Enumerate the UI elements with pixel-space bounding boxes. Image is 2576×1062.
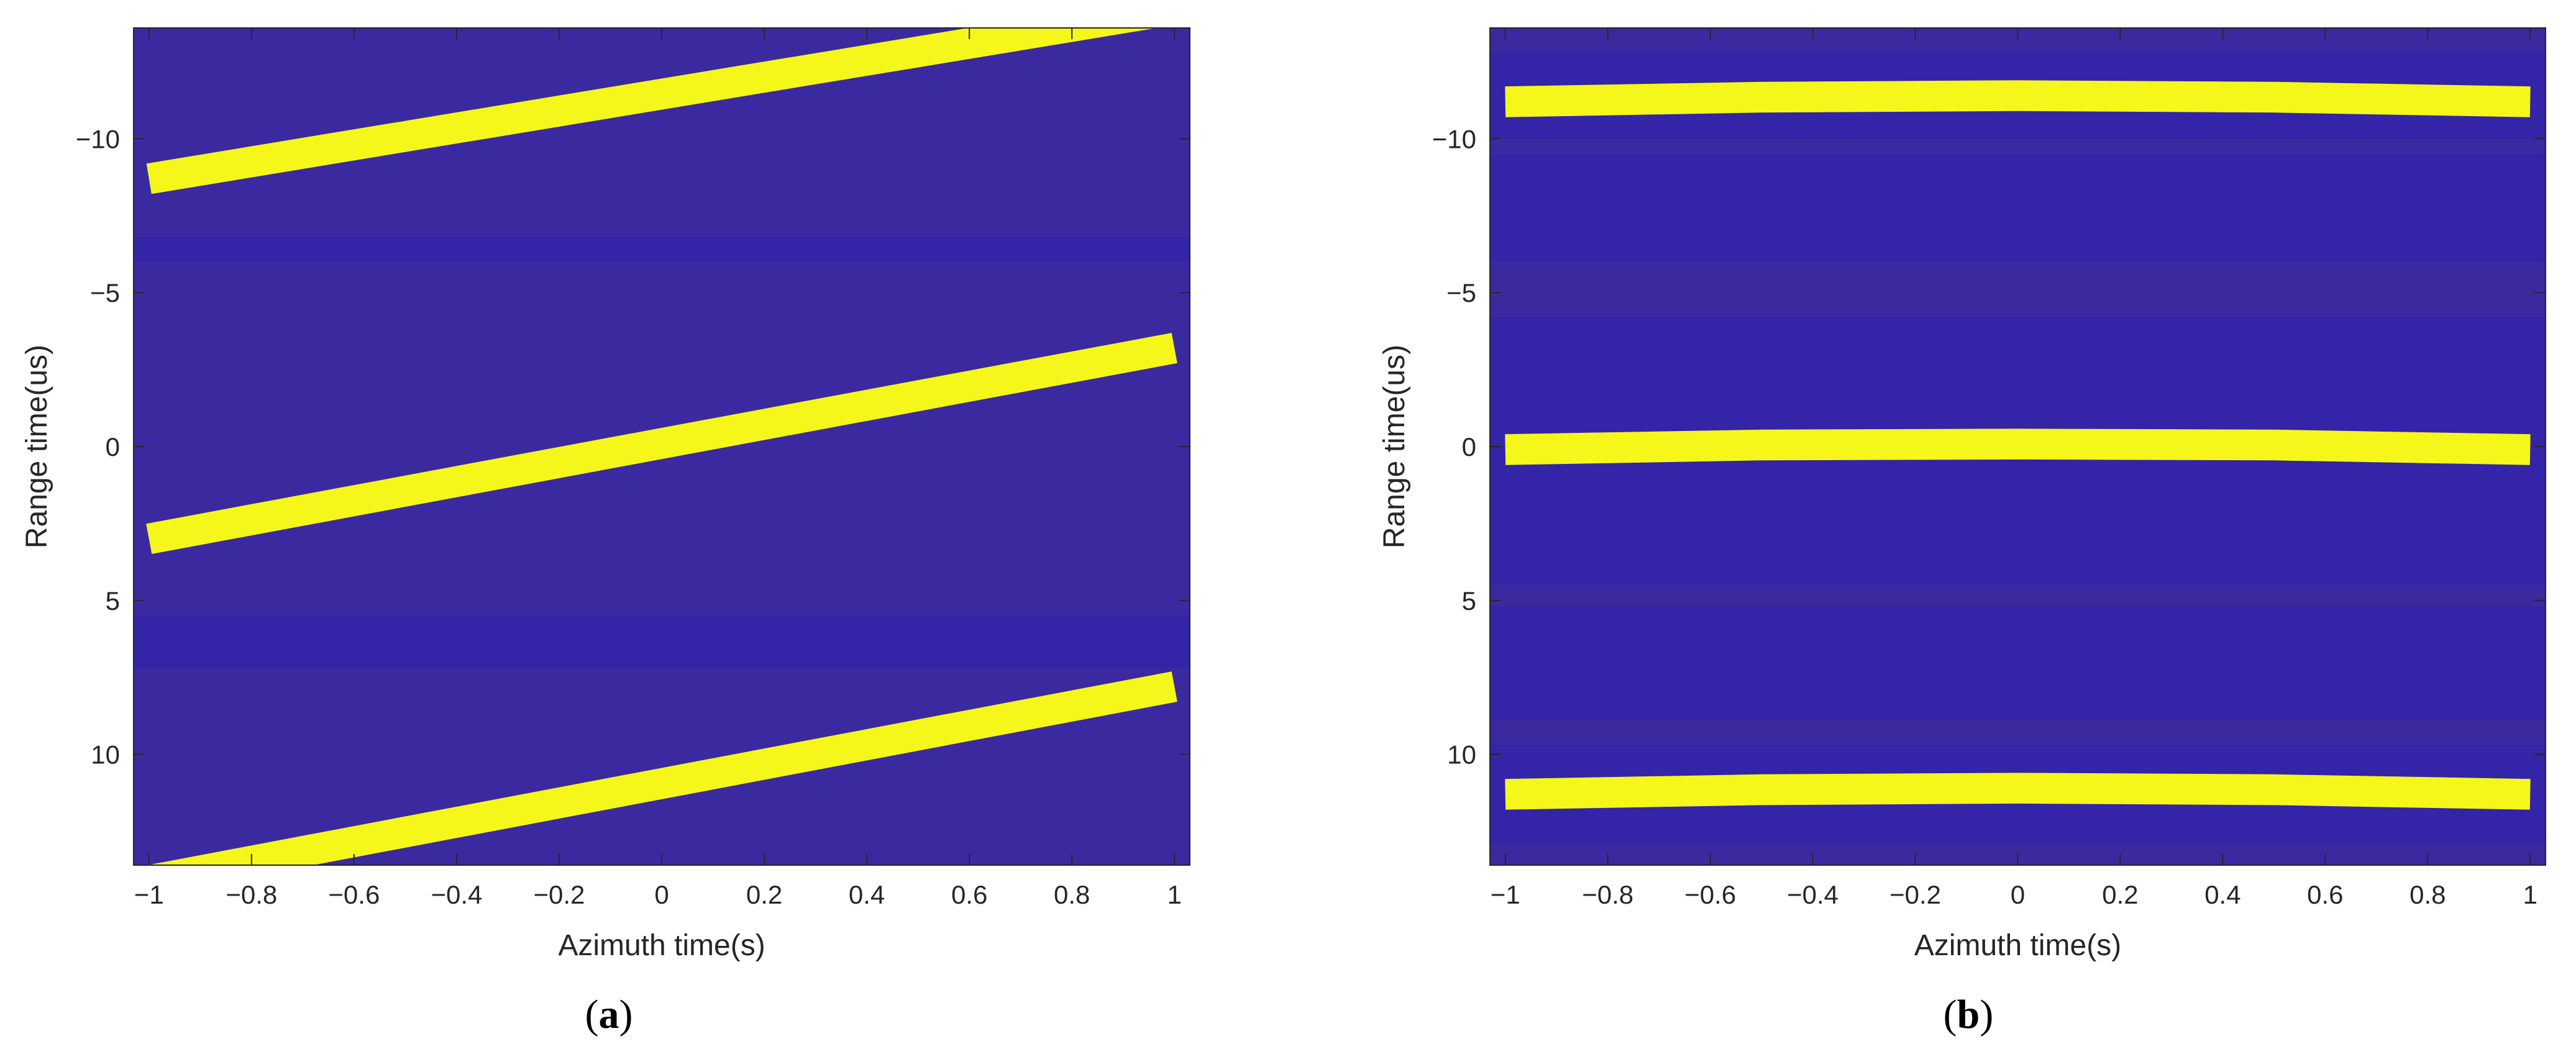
panel-a-plot-content: [134, 28, 1190, 865]
panel-b-trace-0: [1505, 80, 2531, 117]
panel-b-ytick-label-4: 10: [1447, 740, 1476, 769]
panel-b-band-2: [1490, 261, 2546, 317]
panel-a-ytick-label-3: 5: [106, 586, 120, 615]
panel-a-trace-1: [146, 333, 1177, 555]
panel-a-band-1: [134, 615, 1190, 668]
panel-b-ytick-label-3: 5: [1462, 586, 1476, 615]
panel-a-ytick-label-0: −10: [76, 124, 120, 153]
panel-a-xtick-label-10: 1: [1167, 880, 1182, 909]
chart-panel-b: −1 −0.8 −0.6 −0.4 −0.2 0 0.2 0.4 0.6 0.8 1 −10 −5 0 5 1…: [1378, 27, 2546, 1037]
panel-b-xtick-label-0: −1: [1491, 880, 1520, 909]
panel-b-band-4: [1490, 720, 2546, 745]
panel-a-xtick-label-6: 0.2: [746, 880, 782, 909]
panel-b-xtick-label-9: 0.8: [2409, 880, 2446, 909]
panel-b-trace-2: [1505, 773, 2531, 810]
panel-b-xlabel: Azimuth time(s): [1914, 929, 2121, 962]
panel-a-xtick-label-1: −0.8: [226, 880, 277, 909]
panel-b-plot-content: [1490, 28, 2546, 865]
panel-a-trace-2: [147, 671, 1177, 865]
panel-a-xtick-label-0: −1: [134, 880, 164, 909]
panel-b-xtick-label-2: −0.6: [1684, 880, 1736, 909]
panel-b-xtick-label-4: −0.2: [1889, 880, 1941, 909]
panel-b-ylabel: Range time(us): [1378, 345, 1411, 548]
panel-b-band-3: [1490, 585, 2546, 607]
panel-a-ytick-label-1: −5: [90, 278, 120, 307]
panel-b-ytick-label-1: −5: [1446, 278, 1476, 307]
panel-a-xlabel: Azimuth time(s): [558, 929, 765, 962]
panel-b-band-1: [1490, 138, 2546, 155]
panel-b-trace-1: [1505, 429, 2531, 465]
panel-b-xtick-label-10: 1: [2523, 880, 2537, 909]
panel-a-trace-0: [146, 28, 1158, 194]
panel-a-xtick-label-4: −0.2: [533, 880, 585, 909]
panel-a-ytick-label-4: 10: [91, 740, 120, 769]
panel-b-xtick-label-5: 0: [2011, 880, 2025, 909]
panel-b-ytick-label-2: 0: [1462, 432, 1476, 461]
panel-b-xtick-label-7: 0.4: [2204, 880, 2240, 909]
panel-b-xtick-label-6: 0.2: [2102, 880, 2138, 909]
panel-b-ytick-label-0: −10: [1432, 124, 1476, 153]
panel-b-label: (b): [1943, 992, 1994, 1037]
panel-a-xtick-label-9: 0.8: [1054, 880, 1090, 909]
chart-panel-a: −1 −0.8 −0.6 −0.4 −0.2 0 0.2 0.4 0.6 0.8 1 −10 −5 0 5 1…: [21, 27, 1190, 1037]
panel-a-xtick-label-8: 0.6: [951, 880, 987, 909]
panel-b-xtick-label-8: 0.6: [2307, 880, 2343, 909]
panel-a-ytick-label-2: 0: [106, 432, 120, 461]
panel-a-xtick-label-3: −0.4: [431, 880, 482, 909]
panel-a-xtick-label-7: 0.4: [849, 880, 885, 909]
panel-a-xtick-label-5: 0: [654, 880, 669, 909]
panel-b-xtick-label-1: −0.8: [1582, 880, 1633, 909]
panel-a-label: (a): [585, 992, 633, 1037]
panel-a-band-0: [134, 237, 1190, 262]
panel-a-xtick-label-2: −0.6: [328, 880, 380, 909]
panel-b-xtick-label-3: −0.4: [1787, 880, 1838, 909]
panel-a-ylabel: Range time(us): [21, 345, 53, 548]
